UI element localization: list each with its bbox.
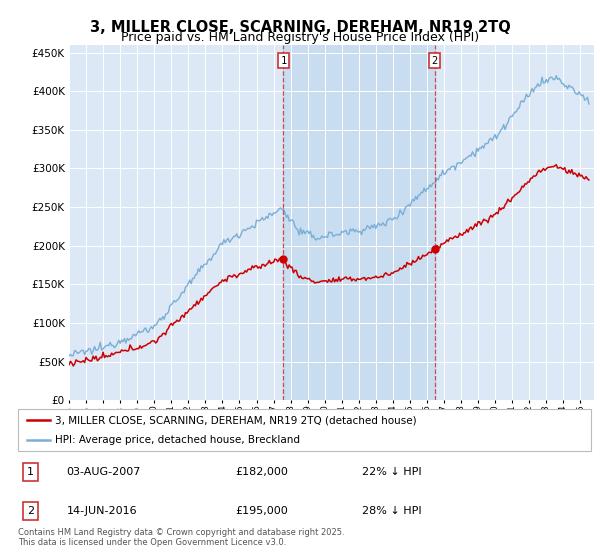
Text: 3, MILLER CLOSE, SCARNING, DEREHAM, NR19 2TQ (detached house): 3, MILLER CLOSE, SCARNING, DEREHAM, NR19…	[55, 415, 417, 425]
Text: 28% ↓ HPI: 28% ↓ HPI	[362, 506, 421, 516]
Text: £195,000: £195,000	[236, 506, 289, 516]
Text: 3, MILLER CLOSE, SCARNING, DEREHAM, NR19 2TQ: 3, MILLER CLOSE, SCARNING, DEREHAM, NR19…	[89, 20, 511, 35]
FancyBboxPatch shape	[18, 409, 591, 451]
Text: £182,000: £182,000	[236, 467, 289, 477]
Text: 1: 1	[280, 56, 287, 66]
Text: 1: 1	[27, 467, 34, 477]
Text: Contains HM Land Registry data © Crown copyright and database right 2025.
This d: Contains HM Land Registry data © Crown c…	[18, 528, 344, 547]
Text: 03-AUG-2007: 03-AUG-2007	[67, 467, 141, 477]
Text: 22% ↓ HPI: 22% ↓ HPI	[362, 467, 421, 477]
Text: Price paid vs. HM Land Registry's House Price Index (HPI): Price paid vs. HM Land Registry's House …	[121, 31, 479, 44]
Bar	[283, 45, 434, 400]
Text: 14-JUN-2016: 14-JUN-2016	[67, 506, 137, 516]
Text: 2: 2	[431, 56, 438, 66]
Text: 2: 2	[27, 506, 34, 516]
Text: HPI: Average price, detached house, Breckland: HPI: Average price, detached house, Brec…	[55, 435, 300, 445]
